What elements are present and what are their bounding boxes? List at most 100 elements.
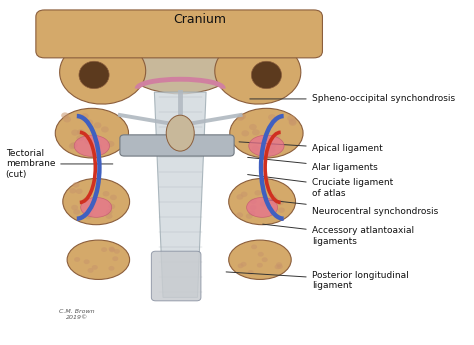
Text: Posterior longitudinal
ligament: Posterior longitudinal ligament (226, 270, 409, 290)
Circle shape (73, 182, 80, 188)
Circle shape (85, 119, 93, 126)
Circle shape (274, 265, 281, 269)
Circle shape (252, 129, 260, 136)
Circle shape (262, 257, 268, 262)
Circle shape (88, 207, 94, 212)
Circle shape (236, 212, 243, 218)
Ellipse shape (249, 135, 284, 156)
Circle shape (85, 214, 91, 219)
Circle shape (71, 129, 79, 136)
Text: Apical ligament: Apical ligament (239, 142, 383, 153)
Circle shape (257, 263, 263, 268)
Circle shape (81, 113, 89, 119)
Ellipse shape (166, 115, 194, 151)
Circle shape (241, 130, 249, 136)
Circle shape (270, 194, 276, 200)
Circle shape (61, 112, 69, 119)
Circle shape (84, 138, 92, 144)
Circle shape (273, 132, 281, 138)
Text: Spheno-occipital synchondrosis: Spheno-occipital synchondrosis (250, 95, 455, 103)
Ellipse shape (79, 61, 109, 89)
Ellipse shape (229, 178, 295, 225)
Text: Accessory atlantoaxial
ligaments: Accessory atlantoaxial ligaments (263, 224, 414, 246)
Circle shape (272, 199, 278, 205)
Circle shape (255, 190, 261, 196)
Text: Neurocentral synchondrosis: Neurocentral synchondrosis (269, 200, 438, 216)
Circle shape (74, 257, 80, 262)
Circle shape (69, 188, 76, 194)
Circle shape (112, 256, 118, 261)
Circle shape (102, 191, 109, 197)
Circle shape (246, 213, 253, 219)
Circle shape (258, 252, 264, 257)
Ellipse shape (230, 108, 303, 158)
Text: Cranium: Cranium (173, 13, 226, 26)
Ellipse shape (55, 108, 128, 158)
Circle shape (107, 141, 114, 147)
Circle shape (277, 200, 284, 205)
Circle shape (237, 264, 244, 268)
Ellipse shape (67, 240, 129, 279)
Circle shape (106, 209, 112, 215)
Circle shape (94, 144, 102, 150)
Ellipse shape (246, 197, 278, 217)
Circle shape (241, 191, 247, 197)
Text: Alar ligaments: Alar ligaments (247, 157, 377, 172)
Circle shape (265, 142, 273, 148)
Circle shape (289, 120, 297, 126)
Circle shape (63, 116, 71, 122)
Circle shape (268, 147, 275, 153)
Circle shape (82, 197, 89, 203)
Circle shape (251, 245, 257, 249)
Circle shape (269, 142, 276, 149)
Circle shape (109, 204, 115, 209)
Circle shape (92, 265, 98, 270)
Ellipse shape (60, 39, 146, 104)
Circle shape (278, 207, 285, 213)
Circle shape (250, 205, 256, 210)
Circle shape (289, 118, 296, 125)
Circle shape (237, 194, 243, 200)
Ellipse shape (120, 25, 241, 94)
Circle shape (76, 188, 82, 194)
Text: Cruciate ligament
of atlas: Cruciate ligament of atlas (247, 175, 393, 198)
Ellipse shape (215, 39, 301, 104)
Circle shape (249, 124, 257, 130)
Circle shape (86, 212, 93, 217)
Circle shape (94, 122, 101, 128)
Circle shape (109, 266, 114, 271)
Polygon shape (155, 92, 206, 297)
Circle shape (70, 142, 78, 148)
Circle shape (250, 199, 257, 204)
Circle shape (110, 195, 117, 200)
Ellipse shape (74, 135, 109, 156)
Circle shape (277, 264, 283, 269)
Circle shape (106, 214, 112, 219)
Circle shape (109, 247, 115, 252)
Circle shape (83, 259, 90, 264)
Ellipse shape (63, 178, 129, 225)
Ellipse shape (251, 61, 282, 89)
Circle shape (71, 205, 78, 210)
Circle shape (238, 113, 246, 119)
FancyBboxPatch shape (120, 135, 234, 156)
Circle shape (271, 197, 278, 202)
Circle shape (276, 262, 282, 267)
Circle shape (237, 115, 244, 121)
FancyBboxPatch shape (151, 251, 201, 301)
Ellipse shape (81, 197, 112, 217)
Circle shape (88, 268, 93, 273)
FancyBboxPatch shape (36, 10, 322, 58)
Text: Tectorial
membrane
(cut): Tectorial membrane (cut) (6, 149, 113, 179)
Circle shape (76, 135, 84, 141)
Circle shape (114, 249, 120, 254)
Circle shape (109, 247, 115, 251)
Circle shape (252, 145, 259, 151)
Circle shape (73, 209, 80, 215)
Circle shape (248, 270, 254, 275)
Circle shape (268, 114, 276, 120)
Circle shape (69, 143, 76, 149)
Circle shape (101, 126, 109, 132)
Circle shape (101, 247, 107, 252)
Circle shape (287, 115, 295, 121)
